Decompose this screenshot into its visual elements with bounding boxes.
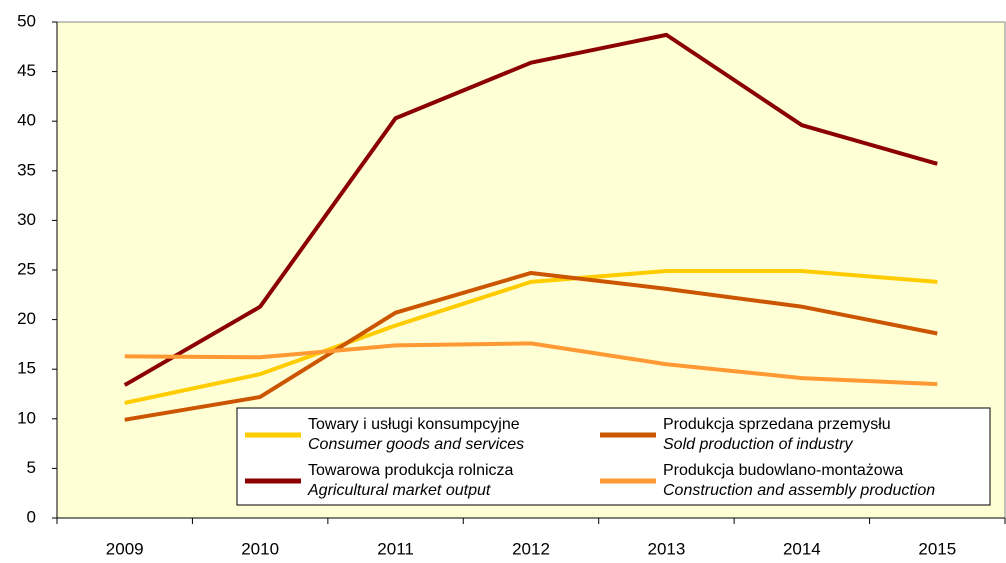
- legend-label: Produkcja sprzedana przemysłu: [663, 416, 891, 433]
- y-tick-label: 25: [17, 259, 36, 278]
- legend-label: Towary i usługi konsumpcyjne: [308, 416, 520, 433]
- legend-box: [236, 407, 991, 506]
- legend-label: Towarowa produkcja rolnicza: [308, 462, 514, 479]
- x-tick-label: 2011: [377, 539, 414, 558]
- legend-label: Construction and assembly production: [663, 482, 935, 499]
- y-tick-label: 40: [17, 111, 36, 130]
- legend: Towary i usługi konsumpcyjne Consumer goo…: [236, 407, 991, 506]
- y-tick-label: 35: [17, 160, 36, 179]
- y-tick-label: 5: [27, 458, 36, 477]
- legend-label: Sold production of industry: [663, 436, 853, 453]
- x-tick-label: 2010: [241, 539, 279, 558]
- series-line: [124, 268, 938, 405]
- y-tick-label: 15: [17, 359, 36, 378]
- x-tick-label: 2015: [918, 539, 956, 558]
- y-tick-label: 0: [27, 507, 36, 526]
- legend-label: Produkcja budowlano-montażowa: [663, 462, 903, 479]
- legend-label: Agricultural market output: [307, 482, 491, 499]
- y-tick-label: 30: [17, 210, 36, 229]
- y-tick-label: 45: [17, 61, 36, 80]
- x-tick-label: 2012: [512, 539, 550, 558]
- y-tick-label: 10: [17, 408, 36, 427]
- series-line: [124, 270, 938, 422]
- x-tick-label: 2013: [648, 539, 686, 558]
- legend-label: Consumer goods and services: [308, 436, 524, 453]
- y-tick-label: 50: [17, 11, 36, 30]
- series-line: [123, 32, 938, 387]
- x-tick-label: 2009: [106, 539, 144, 558]
- y-tick-label: 20: [17, 309, 36, 328]
- x-tick-label: 2014: [783, 539, 821, 558]
- series-line: [124, 341, 938, 387]
